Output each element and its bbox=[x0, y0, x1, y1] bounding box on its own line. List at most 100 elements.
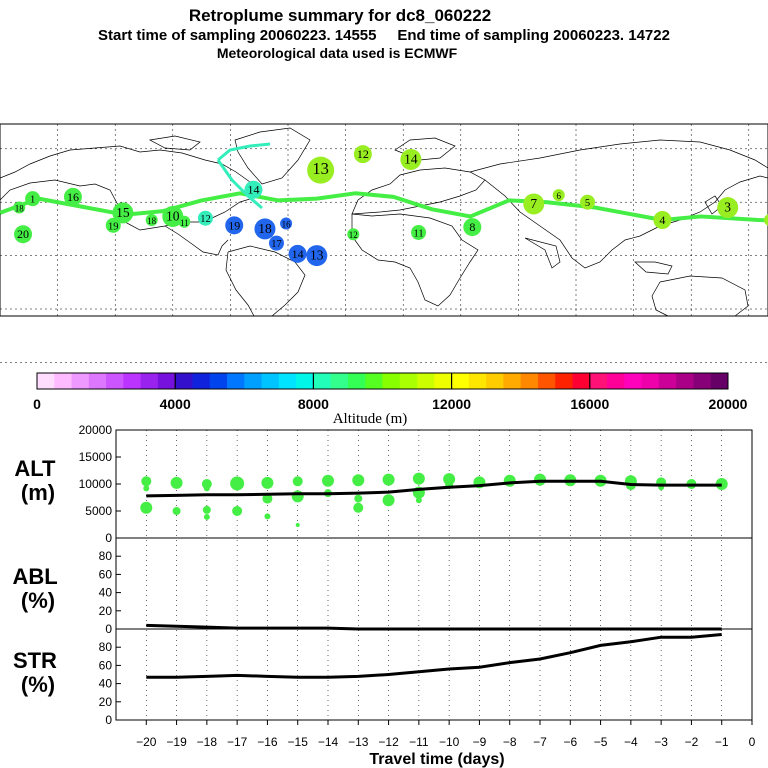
trajectory-marker-dot bbox=[653, 211, 672, 229]
trajectory-marker-label: 16 bbox=[282, 220, 292, 230]
colorbar-cell bbox=[572, 373, 591, 389]
colorbar-cell bbox=[641, 373, 660, 389]
map-gridlines bbox=[0, 124, 768, 363]
colorbar-cell bbox=[520, 373, 539, 389]
trajectory-marker: 19 bbox=[105, 217, 121, 233]
trajectory-marker-dot bbox=[552, 189, 565, 202]
str-ylabel: STR (%) bbox=[13, 648, 63, 697]
altitude-dot bbox=[232, 506, 243, 516]
time-series-panels: 0 5000 10000 15000 20000 0 20 40 60 80 0 20 40 60 80 −… bbox=[13, 423, 756, 768]
trajectory-marker: 10 bbox=[162, 205, 184, 227]
x-tick-label: −19 bbox=[166, 735, 187, 749]
trajectory-marker-label: 18 bbox=[258, 221, 272, 236]
trajectory-marker-label: 12 bbox=[357, 147, 369, 161]
colorbar-cell bbox=[468, 373, 487, 389]
alt-ylabel-line2: (m) bbox=[21, 480, 55, 505]
abl-ylabel-line1: ABL bbox=[13, 564, 58, 589]
trajectory-marker-dot bbox=[306, 245, 328, 267]
y-tick-label: 60 bbox=[99, 567, 113, 581]
x-tick-label: −15 bbox=[288, 735, 309, 749]
trajectory-marker-label: 14 bbox=[292, 247, 304, 261]
colorbar-cell bbox=[607, 373, 625, 389]
trajectory-marker: 14 bbox=[244, 180, 263, 199]
trajectory-marker-dot bbox=[463, 218, 482, 237]
trajectory-marker-dot bbox=[268, 235, 284, 251]
colorbar-cell bbox=[209, 373, 228, 389]
colorbar-cell bbox=[244, 373, 263, 389]
altitude-scatter bbox=[140, 472, 728, 528]
y-tick-label: 40 bbox=[99, 677, 113, 691]
colorbar-tick-label: 16000 bbox=[570, 396, 609, 412]
x-tick-label: −6 bbox=[563, 735, 577, 749]
colorbar-cell bbox=[486, 373, 504, 389]
colorbar-tick-label: 4000 bbox=[160, 396, 191, 412]
colorbar-cell bbox=[54, 373, 73, 389]
colorbar-cell bbox=[140, 373, 159, 389]
y-tick-label: 10000 bbox=[79, 477, 113, 491]
altitude-dot bbox=[261, 476, 274, 489]
y-tick-label: 15000 bbox=[79, 450, 113, 464]
trajectory-marker-label: 12 bbox=[200, 214, 211, 225]
trajectory-marker-label: 19 bbox=[108, 221, 119, 232]
trajectory-marker-dot bbox=[225, 216, 244, 235]
altitude-dot bbox=[534, 473, 546, 486]
colorbar-cell bbox=[313, 373, 332, 389]
colorbar-cell bbox=[278, 373, 297, 389]
str-ylabel-line1: STR bbox=[13, 648, 57, 673]
trajectory-north-branch bbox=[217, 142, 271, 162]
x-tick-label: −4 bbox=[624, 735, 638, 749]
altitude-dot bbox=[170, 476, 183, 489]
x-tick-label: −20 bbox=[136, 735, 157, 749]
trajectory-marker: 14 bbox=[288, 244, 307, 263]
trajectory-marker-dot bbox=[400, 148, 422, 170]
trajectory-marker: 3 bbox=[717, 197, 739, 219]
trajectory-marker-label: 4 bbox=[659, 213, 665, 227]
colorbar-cell bbox=[658, 373, 677, 389]
plot-frame bbox=[115, 429, 753, 721]
str-line bbox=[146, 632, 722, 679]
trajectory-marker-label: 14 bbox=[404, 151, 418, 166]
altitude-dot bbox=[141, 476, 152, 487]
trajectory-marker: 18 bbox=[145, 214, 158, 226]
trajectory-marker-label: 13 bbox=[310, 248, 324, 263]
altitude-dot bbox=[412, 472, 425, 485]
colorbar-cell bbox=[503, 373, 522, 389]
trajectory-marker-dot bbox=[63, 187, 82, 206]
trajectory-marker-dot bbox=[280, 217, 293, 230]
altitude-dot bbox=[352, 474, 365, 487]
altitude-dot bbox=[503, 474, 516, 487]
x-tick-label: −3 bbox=[654, 735, 668, 749]
altitude-dot bbox=[295, 523, 300, 528]
trajectory-marker-dot bbox=[580, 194, 596, 210]
trajectory-marker-dot bbox=[145, 214, 158, 226]
altitude-dot bbox=[203, 513, 210, 520]
x-tick-label: −10 bbox=[439, 735, 460, 749]
colorbar-cell bbox=[37, 373, 55, 389]
trajectory-marker-dot bbox=[244, 180, 263, 199]
altitude-dot bbox=[354, 494, 363, 503]
trajectory-marker-label: 5 bbox=[585, 198, 590, 209]
colorbar-cell bbox=[710, 373, 729, 389]
vertical-gridlines bbox=[145, 430, 723, 720]
colorbar-cell bbox=[261, 373, 280, 389]
trajectory-marker: 6 bbox=[552, 189, 565, 202]
y-tick-label: 60 bbox=[99, 658, 113, 672]
colorbar-cell bbox=[451, 373, 470, 389]
trajectory-marker-label: 7 bbox=[530, 196, 537, 211]
trajectory-marker: 17 bbox=[268, 235, 284, 251]
altitude-dot bbox=[322, 474, 334, 487]
trajectory-marker-dot bbox=[105, 217, 121, 233]
colorbar-cell bbox=[123, 373, 142, 389]
altitude-dot bbox=[353, 502, 364, 513]
altitude-dot bbox=[291, 490, 304, 503]
x-tick-label: −2 bbox=[685, 735, 699, 749]
y-tick-label: 0 bbox=[105, 713, 112, 727]
str-ylabel-line2: (%) bbox=[21, 672, 55, 697]
trajectory-marker-label: 11 bbox=[180, 218, 189, 228]
trajectory-marker-dot bbox=[14, 225, 33, 244]
colorbar-tick-label: 20000 bbox=[709, 396, 748, 412]
trajectory-marker-label: 10 bbox=[166, 208, 180, 223]
altitude-dot bbox=[201, 479, 212, 489]
